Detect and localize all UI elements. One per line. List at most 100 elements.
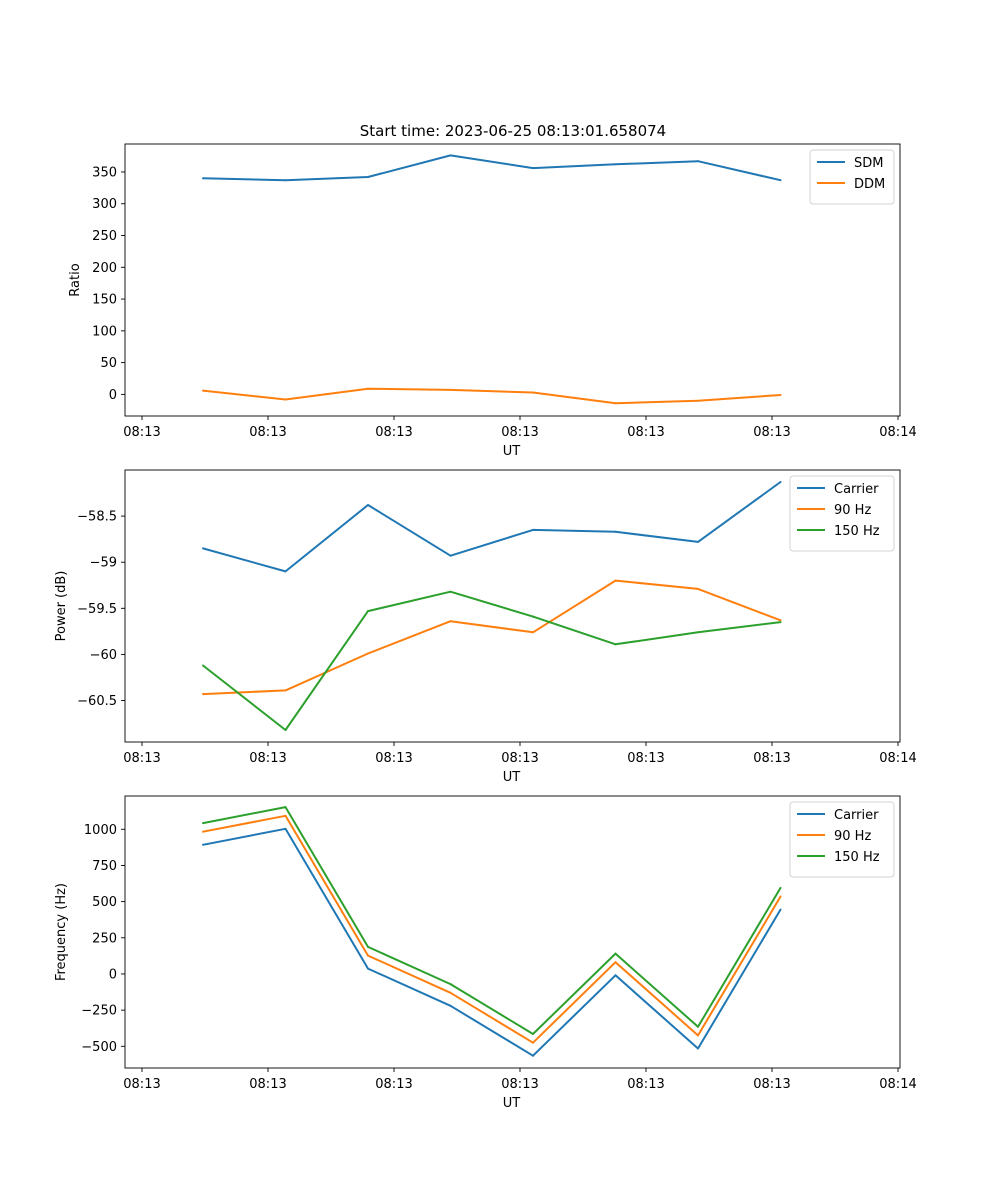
series-line-90-hz <box>202 814 782 1044</box>
data-point-carrier <box>449 554 452 557</box>
data-point-carrier <box>614 974 617 977</box>
data-point-90-hz <box>697 1034 699 1037</box>
y-tick-label: −250 <box>81 1004 117 1019</box>
y-tick-label: −60 <box>90 648 117 663</box>
x-tick-label: 08:13 <box>501 1077 538 1092</box>
legend-label: 150 Hz <box>834 524 880 539</box>
x-tick-label: 08:13 <box>249 1077 286 1092</box>
x-tick-label: 08:13 <box>375 1077 412 1092</box>
data-point-carrier <box>779 480 782 483</box>
y-tick-label: 50 <box>100 356 117 371</box>
x-tick-label: 08:13 <box>627 425 664 440</box>
series-line-90-hz <box>202 579 781 696</box>
x-axis-label: UT <box>503 770 521 785</box>
x-tick-label: 08:14 <box>879 1077 916 1092</box>
legend-label: 90 Hz <box>834 829 871 844</box>
legend-label: DDM <box>854 177 885 192</box>
data-point-sdm <box>202 177 204 180</box>
legend-label: 150 Hz <box>834 850 880 865</box>
y-tick-label: 250 <box>92 229 117 244</box>
data-point-carrier <box>697 540 699 543</box>
data-point-sdm <box>779 179 782 182</box>
data-point-150-hz <box>532 615 534 618</box>
legend-label: 90 Hz <box>834 503 871 518</box>
data-point-150-hz <box>449 590 452 593</box>
data-point-sdm <box>532 167 534 170</box>
legend: Carrier 90 Hz 150 Hz <box>789 801 895 878</box>
data-point-ddm <box>367 387 369 390</box>
y-tick-label: 100 <box>92 324 117 339</box>
data-point-150-hz <box>449 983 452 986</box>
data-point-90-hz <box>532 1041 534 1044</box>
data-point-ddm <box>202 389 204 392</box>
data-point-150-hz <box>697 631 699 634</box>
data-point-sdm <box>449 154 452 157</box>
data-point-carrier <box>449 1004 452 1007</box>
data-point-90-hz <box>367 652 369 655</box>
x-tick-label: 08:13 <box>249 425 286 440</box>
legend-label: Carrier <box>834 808 879 823</box>
x-tick-label: 08:14 <box>879 751 916 766</box>
data-point-carrier <box>202 843 204 846</box>
legend-box <box>789 475 895 552</box>
y-tick-label: −59 <box>90 556 117 571</box>
series-line-ddm <box>202 387 781 405</box>
data-point-90-hz <box>449 620 452 623</box>
series-line-carrier <box>202 481 782 573</box>
legend-label: Carrier <box>834 482 879 497</box>
x-tick-label: 08:13 <box>123 425 160 440</box>
y-tick-label: 0 <box>109 967 117 982</box>
axes-frame <box>124 143 901 417</box>
data-point-150-hz <box>367 945 369 948</box>
subplot-3: −500 −250 0 250 500 750 1000 08:13 08:13 08:13 08:… <box>54 795 917 1111</box>
x-tick-label: 08:13 <box>375 751 412 766</box>
data-point-sdm <box>367 176 369 179</box>
y-tick-label: 0 <box>109 388 117 403</box>
data-point-150-hz <box>779 886 782 889</box>
x-tick-label: 08:13 <box>123 1077 160 1092</box>
legend-box <box>809 149 895 205</box>
data-point-ddm <box>697 399 699 402</box>
data-point-150-hz <box>614 643 617 646</box>
data-point-carrier <box>532 528 534 531</box>
data-point-90-hz <box>697 587 699 590</box>
x-tick-label: 08:13 <box>753 425 790 440</box>
data-point-90-hz <box>614 961 617 964</box>
data-point-90-hz <box>532 631 534 634</box>
data-point-carrier <box>284 570 287 573</box>
y-tick-label: 1000 <box>84 823 117 838</box>
data-point-sdm <box>284 179 287 182</box>
data-point-carrier <box>779 908 782 911</box>
y-tick-label: 350 <box>92 165 117 180</box>
axes-frame <box>124 795 901 1069</box>
data-point-ddm <box>284 398 287 401</box>
series-line-150-hz <box>202 590 781 731</box>
y-tick-label: 300 <box>92 197 117 212</box>
y-tick-label: 200 <box>92 261 117 276</box>
data-point-150-hz <box>532 1033 534 1035</box>
x-tick-label: 08:13 <box>375 425 412 440</box>
data-point-carrier <box>614 530 617 533</box>
data-point-carrier <box>202 547 204 550</box>
y-tick-label: −59.5 <box>77 602 117 617</box>
x-tick-label: 08:13 <box>123 751 160 766</box>
y-tick-label: 250 <box>92 931 117 946</box>
data-point-ddm <box>532 391 534 394</box>
data-point-150-hz <box>284 806 287 809</box>
x-axis-label: UT <box>503 444 521 459</box>
x-tick-label: 08:14 <box>879 425 916 440</box>
data-point-carrier <box>697 1047 699 1050</box>
data-point-90-hz <box>284 814 287 817</box>
x-tick-label: 08:13 <box>627 751 664 766</box>
series-line-carrier <box>202 827 782 1057</box>
data-point-90-hz <box>202 830 204 833</box>
data-point-150-hz <box>202 822 204 825</box>
data-point-150-hz <box>202 664 204 667</box>
x-tick-label: 08:13 <box>627 1077 664 1092</box>
data-point-150-hz <box>779 621 782 624</box>
x-tick-label: 08:13 <box>501 751 538 766</box>
legend-box <box>789 801 895 878</box>
y-tick-label: 150 <box>92 293 117 308</box>
data-point-carrier <box>367 967 369 970</box>
